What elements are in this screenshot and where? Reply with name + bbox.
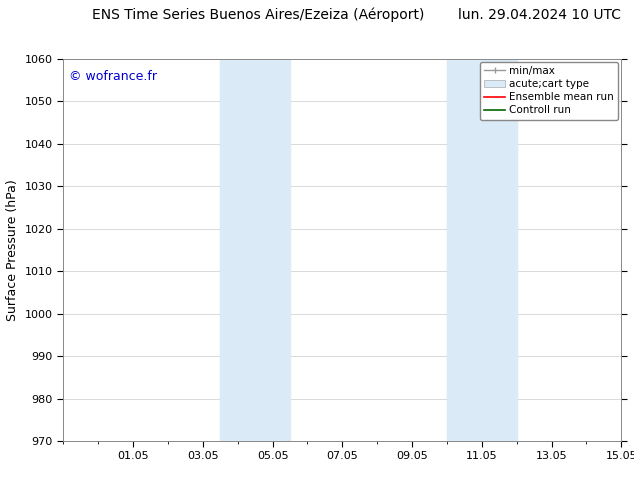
Text: lun. 29.04.2024 10 UTC: lun. 29.04.2024 10 UTC (458, 8, 621, 22)
Legend: min/max, acute;cart type, Ensemble mean run, Controll run: min/max, acute;cart type, Ensemble mean … (480, 62, 618, 120)
Bar (221, 59, 290, 441)
Y-axis label: Surface Pressure (hPa): Surface Pressure (hPa) (6, 179, 19, 321)
Text: ENS Time Series Buenos Aires/Ezeiza (Aéroport): ENS Time Series Buenos Aires/Ezeiza (Aér… (93, 7, 425, 22)
Bar (447, 59, 517, 441)
Text: © wofrance.fr: © wofrance.fr (69, 70, 157, 83)
